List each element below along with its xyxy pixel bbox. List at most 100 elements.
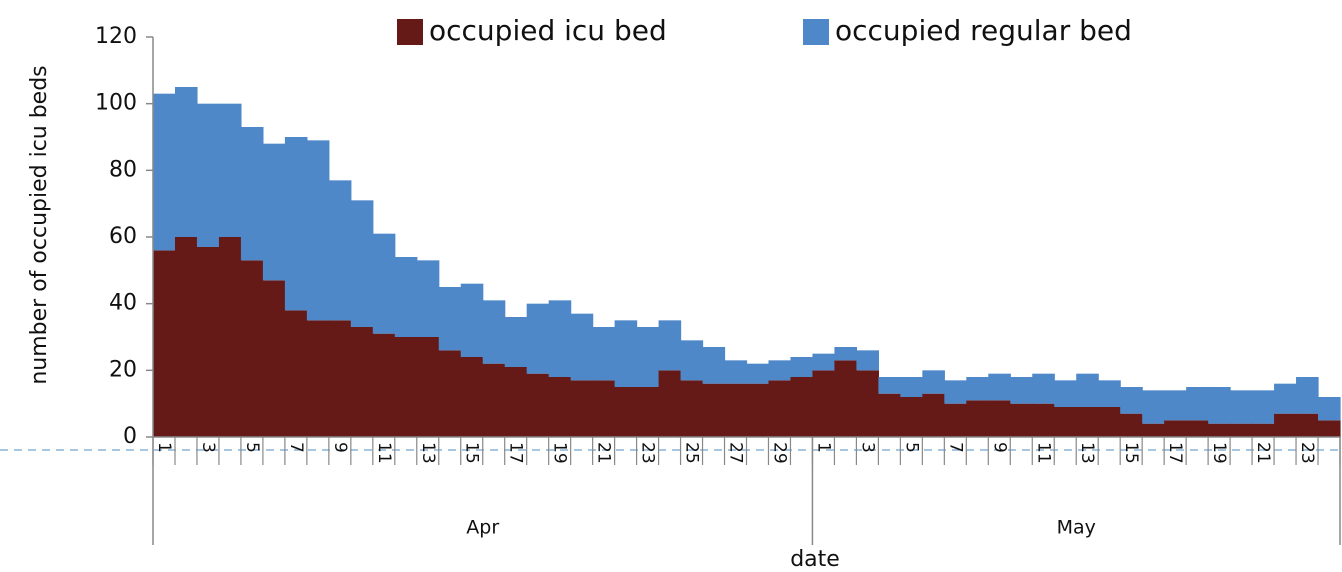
bar-segment: [944, 380, 967, 404]
legend-swatch: [397, 19, 423, 45]
bar-segment: [768, 380, 792, 437]
bar-segment: [1230, 390, 1253, 424]
bar-segment: [944, 403, 967, 437]
bar-segment: [1054, 407, 1077, 437]
bar-segment: [746, 383, 770, 437]
y-tick-label: 80: [109, 157, 137, 182]
bar-segment: [856, 370, 879, 437]
x-tick-label: 29: [769, 442, 789, 464]
x-tick-label: 9: [989, 442, 1009, 453]
x-axis-label: date: [790, 547, 840, 572]
bar-segment: [592, 380, 616, 437]
bar-segment: [1274, 383, 1297, 414]
bar-segment: [636, 327, 660, 387]
x-tick-label: 5: [242, 442, 262, 453]
bar-segment: [988, 400, 1011, 437]
bar-segment: [548, 300, 572, 377]
bar-segment: [1032, 373, 1055, 404]
bar-segment: [328, 320, 352, 437]
bar-segment: [548, 377, 572, 437]
bar-segment: [482, 363, 506, 437]
y-tick-label: 120: [95, 24, 137, 49]
bar-segment: [1230, 423, 1253, 437]
x-tick-label: 25: [682, 442, 702, 464]
bar-segment: [1098, 407, 1121, 437]
bar-segment: [1208, 423, 1231, 437]
bar-segment: [328, 180, 352, 321]
bar-segment: [284, 310, 308, 437]
bar-segment: [1252, 423, 1275, 437]
bar-segment: [416, 337, 440, 437]
x-tick-label: 17: [1165, 442, 1185, 464]
bar-segment: [1164, 390, 1187, 421]
x-tick-label: 9: [330, 442, 350, 453]
bar-segment: [570, 313, 594, 381]
legend-label: occupied icu bed: [429, 14, 667, 47]
bar-segment: [196, 247, 220, 437]
bar-segment: [1010, 403, 1033, 437]
bar-segment: [174, 87, 198, 237]
bar-segment: [460, 283, 484, 357]
x-tick-label: 21: [1253, 442, 1273, 464]
bar-segment: [350, 200, 374, 327]
bar-segment: [966, 377, 989, 401]
x-group-label: May: [1057, 517, 1096, 539]
bar-segment: [438, 287, 462, 351]
y-tick-label: 40: [109, 291, 137, 316]
y-axis-label: number of occupied icu beds: [27, 65, 52, 384]
bar-segment: [1098, 380, 1121, 407]
bar-segment: [614, 320, 638, 387]
bar-segment: [900, 397, 923, 437]
bar-segment: [922, 393, 945, 437]
bar-segment: [614, 387, 638, 437]
bar-segment: [372, 333, 396, 437]
y-tick-label: 100: [95, 91, 137, 116]
bar-segment: [416, 260, 440, 337]
x-tick-label: 15: [462, 442, 482, 464]
bar-segment: [680, 380, 704, 437]
x-tick-label: 11: [1033, 442, 1053, 464]
bar-segment: [218, 237, 242, 437]
bar-segment: [1186, 420, 1209, 437]
bar-segment: [878, 393, 901, 437]
bar-segment: [1186, 387, 1209, 421]
bar-segment: [1120, 413, 1143, 437]
bar-segment: [790, 357, 814, 377]
x-tick-label: 15: [1121, 442, 1141, 464]
bar-segment: [153, 250, 176, 437]
bar-segment: [1164, 420, 1187, 437]
bar-segment: [284, 137, 308, 311]
bar-segment: [504, 367, 528, 437]
x-tick-label: 5: [901, 442, 921, 453]
bar-segment: [636, 387, 660, 437]
bar-segment: [658, 320, 682, 371]
x-tick-label: 3: [198, 442, 218, 453]
x-tick-label: 19: [1209, 442, 1229, 464]
bar-segment: [1142, 423, 1165, 437]
bar-segment: [702, 383, 726, 437]
bar-segment: [526, 373, 550, 437]
x-tick-label: 11: [374, 442, 394, 464]
bar-segment: [504, 317, 528, 367]
x-tick-label: 23: [638, 442, 658, 464]
bar-segment: [1054, 380, 1077, 407]
bar-segment: [900, 377, 923, 397]
bar-segment: [1142, 390, 1165, 424]
bar-segment: [306, 140, 330, 321]
bar-segment: [240, 260, 264, 437]
bar-segment: [394, 257, 418, 337]
bar-segment: [394, 337, 418, 437]
bar-segment: [153, 93, 176, 251]
y-tick-label: 60: [109, 224, 137, 249]
bar-segment: [218, 103, 242, 238]
bar-segment: [966, 400, 989, 437]
bar-segment: [526, 303, 550, 374]
bar-segment: [592, 327, 616, 381]
bar-segment: [1032, 403, 1055, 437]
x-tick-label: 13: [1077, 442, 1097, 464]
bar-segment: [834, 360, 858, 437]
bar-segment: [1208, 387, 1231, 424]
bar-segment: [702, 347, 726, 384]
bar-segment: [1318, 420, 1341, 437]
